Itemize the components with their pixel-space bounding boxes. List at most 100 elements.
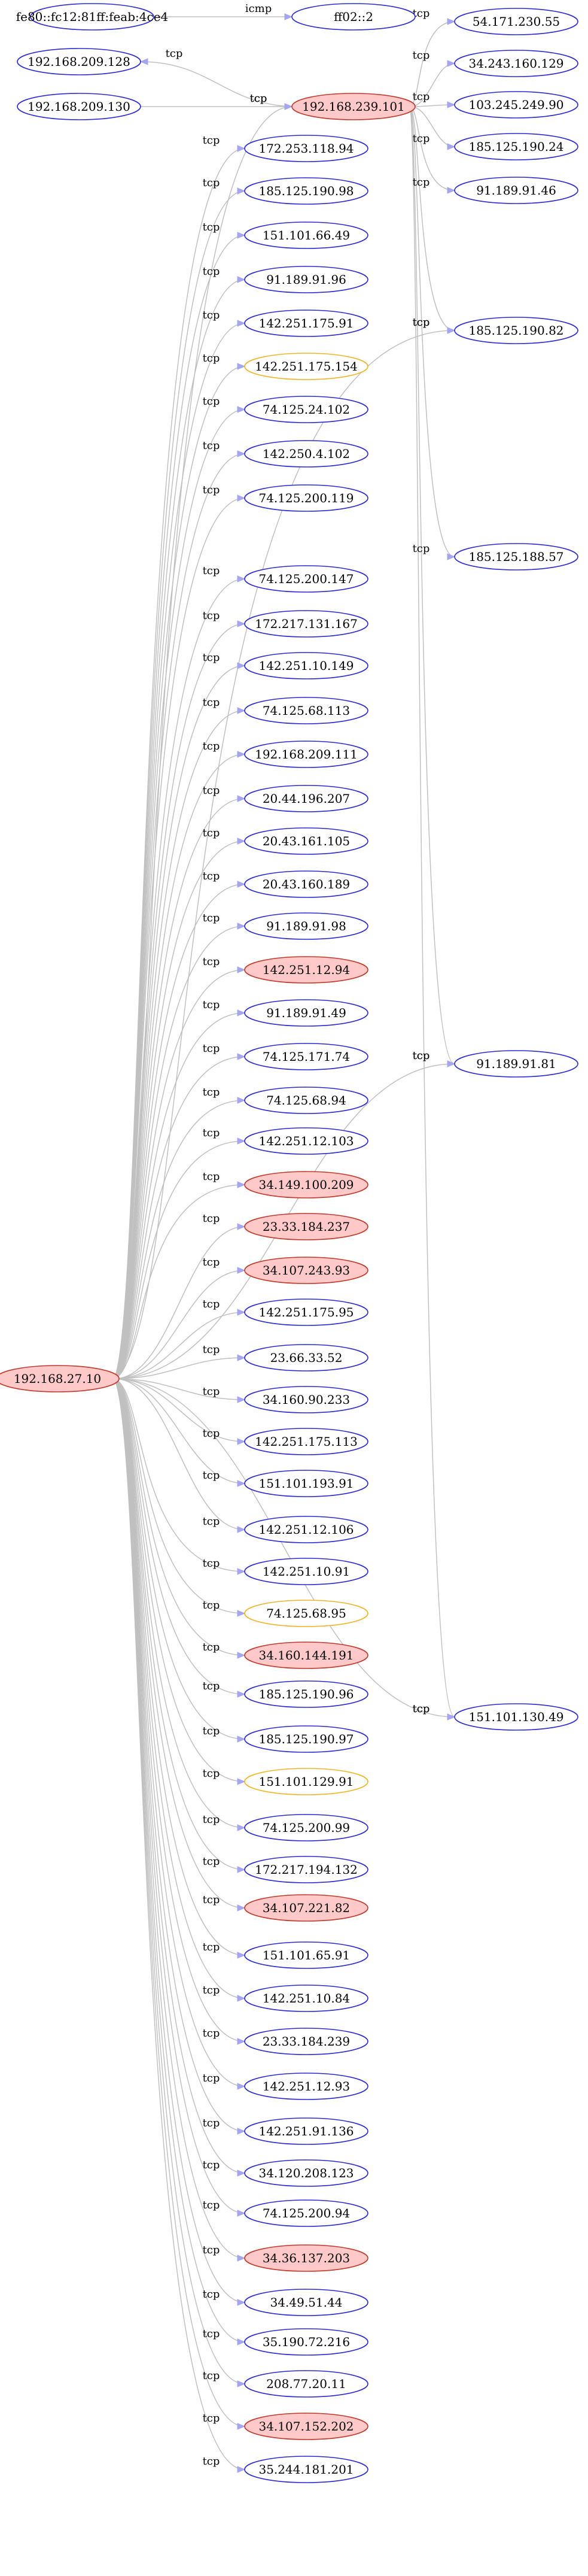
edge-arrow-n_27_10-m_22	[237, 1097, 246, 1104]
host-node[interactable]: 74.125.68.95	[244, 1600, 368, 1627]
host-node[interactable]: 185.125.190.97	[244, 1725, 368, 1753]
host-node-label: 185.125.190.82	[468, 323, 563, 338]
host-node[interactable]: 20.43.161.105	[244, 827, 368, 855]
host-node[interactable]: 20.44.196.207	[244, 785, 368, 812]
edge-arrow-n_27_10-m_21	[237, 1053, 246, 1060]
edge-arrow-n_27_10-m_46	[237, 2128, 246, 2135]
host-node[interactable]: 34.160.144.191	[244, 1642, 368, 1669]
host-node-ellipse	[244, 135, 368, 162]
edge-label: tcp	[203, 1725, 220, 1737]
host-node[interactable]: 192.168.239.101	[291, 93, 416, 120]
host-node[interactable]: 142.251.175.91	[244, 310, 368, 337]
host-node[interactable]: 34.36.137.203	[244, 2244, 368, 2272]
host-node[interactable]: 151.101.130.49	[454, 1703, 578, 1731]
host-node[interactable]: 142.251.91.136	[244, 2117, 368, 2145]
host-node[interactable]: 74.125.68.94	[244, 1087, 368, 1114]
host-node[interactable]: 34.107.243.93	[244, 1257, 368, 1284]
host-node[interactable]: 74.125.200.99	[244, 1814, 368, 1841]
host-node[interactable]: 34.160.90.233	[244, 1386, 368, 1413]
host-node[interactable]: 208.77.20.11	[244, 2370, 368, 2398]
host-node-label: 23.33.184.239	[263, 2034, 350, 2049]
edge-label: tcp	[203, 1256, 220, 1269]
edge-label: icmp	[245, 2, 272, 15]
host-node[interactable]: 142.251.10.149	[244, 652, 368, 679]
host-node[interactable]: 91.189.91.46	[454, 177, 578, 204]
host-node[interactable]: 23.33.184.239	[244, 2028, 368, 2055]
host-node[interactable]: 91.189.91.49	[244, 999, 368, 1027]
host-node[interactable]: 74.125.171.74	[244, 1043, 368, 1070]
host-node[interactable]: 34.107.152.202	[244, 2413, 368, 2440]
host-node[interactable]: 35.244.181.201	[244, 2456, 368, 2483]
edge-arrow-n_27_10-m_14	[237, 751, 246, 758]
host-node[interactable]: 142.251.175.95	[244, 1298, 368, 1326]
host-node[interactable]: 185.125.190.96	[244, 1680, 368, 1708]
host-node-ellipse	[244, 1725, 368, 1753]
host-node[interactable]: 172.253.118.94	[244, 135, 368, 162]
host-node[interactable]: 142.251.175.154	[244, 353, 368, 380]
host-node-label: 151.101.129.91	[258, 1774, 354, 1789]
host-node-ellipse	[244, 1171, 368, 1199]
host-node[interactable]: 91.189.91.96	[244, 266, 368, 293]
edge-label: tcp	[203, 1894, 220, 1906]
edge-arrow-n_27_10-m_08	[237, 450, 246, 457]
edge-label: tcp	[250, 92, 267, 105]
host-node[interactable]: 34.49.51.44	[244, 2289, 368, 2316]
host-node-ellipse	[244, 1894, 368, 1922]
host-node[interactable]: 74.125.24.102	[244, 396, 368, 423]
host-node[interactable]: 74.125.68.113	[244, 697, 368, 724]
host-node-label: 74.125.200.99	[263, 1821, 350, 1835]
host-node[interactable]: 172.217.194.132	[244, 1856, 368, 1883]
host-node-label: 91.189.91.98	[266, 919, 346, 933]
host-node[interactable]: 142.251.12.94	[244, 956, 368, 984]
host-node[interactable]: ff02::2	[291, 3, 416, 31]
host-node[interactable]: 103.245.249.90	[454, 91, 578, 119]
host-node[interactable]: 151.101.66.49	[244, 222, 368, 249]
host-node[interactable]: 192.168.209.130	[17, 93, 141, 120]
host-node[interactable]: 192.168.27.10	[0, 1365, 120, 1392]
host-node[interactable]: 185.125.190.98	[244, 177, 368, 205]
host-node[interactable]: 142.251.12.106	[244, 1516, 368, 1543]
host-node[interactable]: 185.125.190.24	[454, 133, 578, 160]
host-node-label: 142.251.12.106	[258, 1522, 354, 1537]
host-node[interactable]: 142.251.10.84	[244, 1985, 368, 2012]
host-node[interactable]: 54.171.230.55	[454, 8, 578, 35]
host-node-ellipse	[244, 1257, 368, 1284]
edge-label: tcp	[203, 1170, 220, 1183]
host-node[interactable]: 142.251.12.93	[244, 2073, 368, 2100]
host-node[interactable]: 142.251.12.103	[244, 1127, 368, 1155]
host-node-ellipse	[244, 1600, 368, 1627]
host-node[interactable]: 142.251.175.113	[244, 1428, 368, 1455]
host-node[interactable]: 91.189.91.98	[244, 912, 368, 940]
host-node[interactable]: 172.217.131.167	[244, 610, 368, 638]
host-node[interactable]: 34.120.208.123	[244, 2159, 368, 2187]
host-node[interactable]: 185.125.188.57	[454, 543, 578, 571]
host-node[interactable]: 151.101.193.91	[244, 1470, 368, 1497]
host-node[interactable]: 74.125.200.119	[244, 484, 368, 512]
host-node[interactable]: 35.190.72.216	[244, 2328, 368, 2356]
edge-arrow-n_27_10-m_50	[237, 2299, 246, 2306]
host-node[interactable]: 192.168.209.128	[17, 48, 141, 75]
host-node[interactable]: 34.243.160.129	[454, 50, 578, 77]
edge-arrow-n_27_10-m_29	[237, 1396, 246, 1403]
host-node[interactable]: 185.125.190.82	[454, 317, 578, 344]
host-node[interactable]: 151.101.65.91	[244, 1941, 368, 1969]
edge-n_27_10-m_21	[114, 1056, 245, 1379]
host-node[interactable]: 192.168.209.111	[244, 741, 368, 768]
host-node[interactable]: 34.107.221.82	[244, 1894, 368, 1922]
host-node[interactable]: 74.125.200.147	[244, 565, 368, 593]
host-node[interactable]: 20.43.160.189	[244, 870, 368, 898]
edge-label: tcp	[413, 1703, 430, 1715]
edge-label: tcp	[413, 1049, 430, 1062]
host-node[interactable]: 142.251.10.91	[244, 1558, 368, 1585]
host-node-label: 34.36.137.203	[263, 2251, 350, 2265]
host-node[interactable]: 23.33.184.237	[244, 1213, 368, 1240]
host-node[interactable]: fe80::fc12:81ff:feab:4ce4	[16, 3, 169, 31]
host-node[interactable]: 74.125.200.94	[244, 2199, 368, 2227]
edge-label: tcp	[203, 912, 220, 924]
host-node[interactable]: 91.189.91.81	[454, 1050, 578, 1078]
host-node[interactable]: 151.101.129.91	[244, 1768, 368, 1795]
host-node[interactable]: 142.250.4.102	[244, 440, 368, 468]
host-node[interactable]: 34.149.100.209	[244, 1171, 368, 1199]
edge-label: tcp	[203, 2027, 220, 2040]
host-node[interactable]: 23.66.33.52	[244, 1344, 368, 1372]
